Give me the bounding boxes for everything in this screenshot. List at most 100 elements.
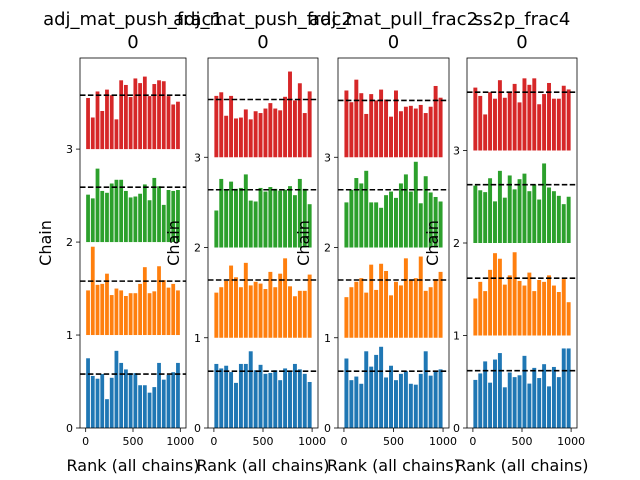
rank-bar: [389, 295, 393, 338]
chain-3-series: [467, 78, 577, 151]
rank-bar: [219, 178, 224, 248]
rank-bar: [119, 80, 124, 150]
rank-bar: [398, 111, 403, 158]
y-tick-label: 3: [194, 151, 201, 164]
rank-bar: [359, 93, 364, 158]
x-tick-label: 1000: [166, 435, 194, 448]
rank-bar: [556, 195, 561, 243]
rank-bar: [512, 377, 517, 429]
rank-bar: [379, 89, 384, 158]
rank-bar: [483, 361, 488, 428]
rank-bar: [278, 190, 283, 248]
chain-0-series: [208, 351, 318, 428]
rank-bar: [100, 190, 105, 243]
x-tick-label: 0: [340, 435, 347, 448]
rank-bar: [408, 191, 413, 248]
rank-bar: [413, 384, 418, 428]
rank-bar: [278, 380, 283, 428]
rank-bar: [354, 178, 359, 248]
rank-bar: [302, 113, 307, 158]
x-axis-label: Rank (all chains): [197, 456, 330, 475]
y-tick-label: 3: [324, 151, 331, 164]
x-tick-label: 1000: [429, 435, 457, 448]
rank-bar: [273, 287, 278, 338]
rank-bar: [408, 280, 413, 338]
rank-bar: [229, 95, 234, 158]
panel-title: adj_mat_push_frac2: [173, 9, 353, 30]
rank-bar: [307, 381, 312, 428]
rank-bar: [248, 200, 253, 248]
rank-bar: [133, 373, 138, 428]
rank-bar: [359, 183, 364, 248]
rank-bar: [219, 287, 224, 338]
rank-bar: [258, 187, 263, 248]
y-tick-label: 2: [66, 236, 73, 249]
rank-bar: [109, 377, 114, 428]
rank-bar: [234, 382, 238, 428]
rank-bar: [152, 387, 157, 428]
rank-bar: [128, 197, 133, 243]
rank-bar: [297, 290, 302, 338]
rank-bar: [478, 373, 483, 428]
rank-bar: [527, 191, 532, 243]
rank-bar: [248, 119, 253, 158]
panel-title: adj_mat_push_frac1: [43, 9, 223, 30]
chain-1-series: [467, 252, 577, 336]
rank-bar: [483, 192, 488, 243]
rank-bar: [537, 104, 542, 151]
rank-bar: [147, 293, 152, 336]
rank-bar: [537, 378, 542, 428]
rank-bar: [114, 350, 119, 428]
rank-bar: [263, 373, 268, 428]
rank-bar: [374, 202, 379, 248]
chain-2-series: [80, 168, 186, 243]
rank-bar: [171, 190, 176, 243]
y-tick-label: 1: [194, 332, 201, 345]
rank-bar: [224, 365, 229, 428]
rank-bar: [273, 370, 278, 428]
x-axis-label: Rank (all chains): [67, 456, 200, 475]
rank-bar: [268, 103, 273, 158]
rank-bar: [413, 278, 418, 338]
rank-bar: [268, 372, 273, 428]
rank-bar: [547, 386, 551, 429]
rank-bar: [109, 183, 114, 243]
y-axis-label: Chain: [164, 220, 183, 266]
rank-bar: [354, 79, 359, 158]
rank-bar: [219, 92, 224, 158]
y-tick-label: 2: [324, 242, 331, 255]
rank-bar: [438, 97, 443, 158]
rank-bar: [263, 108, 268, 158]
rank-bar: [100, 283, 105, 336]
rank-bar: [166, 190, 171, 243]
rank-bar: [349, 102, 354, 158]
rank-bar: [229, 181, 234, 248]
rank-bar: [288, 372, 292, 428]
rank-bar: [423, 176, 428, 248]
rank-bar: [394, 380, 398, 428]
rank-bar: [473, 379, 478, 428]
rank-bar: [176, 101, 180, 150]
rank-bar: [229, 372, 234, 428]
rank-bar: [493, 201, 497, 243]
rank-bar: [268, 271, 273, 338]
rank-bar: [176, 190, 180, 243]
rank-bar: [161, 204, 166, 243]
panel-title-suffix: 0: [388, 32, 399, 53]
rank-bar: [219, 368, 224, 428]
rank-bar: [105, 399, 109, 428]
y-tick-label: 3: [453, 145, 460, 158]
y-tick-label: 2: [194, 242, 201, 255]
rank-bar: [551, 191, 556, 243]
rank-bar: [374, 100, 379, 158]
rank-bar: [537, 280, 542, 336]
rank-bar: [418, 256, 423, 338]
rank-bar: [161, 81, 166, 150]
rank-bar: [292, 100, 297, 158]
rank-bar: [542, 94, 547, 151]
rank-bar: [502, 197, 507, 243]
